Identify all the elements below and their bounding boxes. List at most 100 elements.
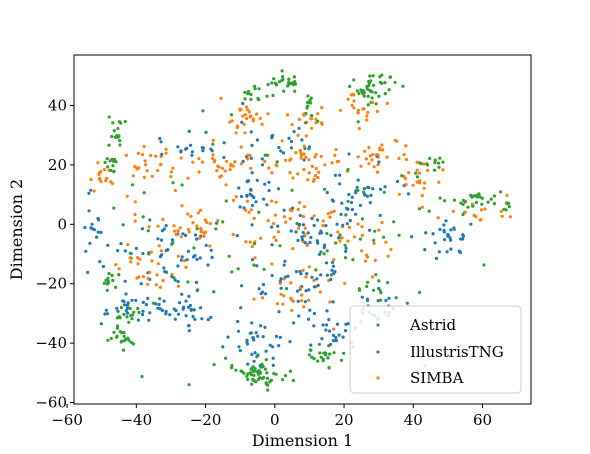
scatter-point-simba [347,225,351,229]
scatter-point-simba [252,297,256,301]
scatter-point-astrid [251,365,255,369]
scatter-point-simba [276,230,280,234]
scatter-point-astrid [119,340,123,344]
scatter-point-illustristng [250,194,254,198]
scatter-point-illustristng [164,309,168,314]
scatter-point-astrid [374,102,378,106]
scatter-point-simba [258,116,262,120]
scatter-point-simba [125,194,129,198]
scatter-point-simba [357,127,361,131]
scatter-point-illustristng [301,231,305,235]
scatter-point-simba [274,163,278,167]
scatter-point-illustristng [253,351,257,355]
scatter-point-simba [343,281,347,285]
scatter-point-illustristng [324,328,328,332]
scatter-point-illustristng [201,149,205,153]
scatter-point-simba [178,226,182,230]
scatter-point-simba [179,235,183,239]
scatter-point-simba [479,218,483,222]
scatter-point-simba [284,158,288,162]
scatter-point-illustristng [333,173,337,177]
scatter-point-illustristng [160,152,164,156]
scatter-point-illustristng [461,233,465,237]
scatter-point-astrid [386,281,390,285]
scatter-point-illustristng [182,305,186,309]
scatter-point-simba [144,163,148,167]
scatter-point-illustristng [287,136,291,140]
scatter-point-illustristng [104,308,108,312]
scatter-point-illustristng [116,249,120,253]
scatter-point-simba [385,101,389,105]
scatter-point-illustristng [395,179,400,184]
scatter-point-simba [244,240,248,244]
scatter-point-simba [169,175,173,179]
scatter-point-illustristng [279,286,283,290]
scatter-point-simba [422,186,426,190]
scatter-point-illustristng [322,245,326,250]
scatter-point-astrid [291,81,295,85]
scatter-point-simba [156,168,160,173]
scatter-point-illustristng [437,250,441,254]
scatter-point-astrid [405,301,409,305]
x-tick-label: 20 [334,411,353,429]
scatter-point-astrid [428,156,432,160]
scatter-point-simba [372,165,376,169]
scatter-point-simba [255,112,259,116]
scatter-point-simba [395,139,399,143]
scatter-point-illustristng [141,300,145,304]
scatter-point-illustristng [195,237,199,241]
scatter-point-illustristng [279,149,283,153]
scatter-point-astrid [263,367,267,371]
scatter-point-simba [304,155,308,159]
scatter-point-simba [159,249,163,253]
scatter-point-simba [302,305,306,309]
scatter-point-illustristng [238,349,242,353]
scatter-point-illustristng [442,228,446,232]
scatter-point-simba [136,151,140,155]
scatter-point-astrid [130,317,134,321]
scatter-point-simba [129,260,133,264]
scatter-point-astrid [383,92,387,96]
scatter-point-illustristng [159,140,163,144]
scatter-point-astrid [270,81,274,85]
scatter-point-simba [291,176,295,180]
scatter-point-simba [135,276,139,280]
scatter-point-astrid [362,94,366,98]
scatter-point-illustristng [312,311,316,316]
legend-label-simba: SIMBA [410,369,464,387]
scatter-point-astrid [122,312,126,316]
scatter-point-simba [97,172,101,176]
scatter-point-simba [248,115,252,119]
scatter-point-astrid [224,356,228,360]
scatter-point-illustristng [99,322,103,326]
scatter-point-simba [313,155,317,159]
x-tick-label: 40 [404,411,423,429]
scatter-point-astrid [414,171,418,175]
scatter-point-astrid [472,194,476,198]
scatter-point-simba [281,302,285,306]
scatter-point-astrid [382,190,386,194]
scatter-point-simba [239,145,243,149]
scatter-point-simba [321,224,325,228]
scatter-point-simba [451,209,455,213]
scatter-point-astrid [338,233,342,237]
scatter-point-astrid [290,188,294,192]
scatter-point-astrid [377,279,381,283]
scatter-point-illustristng [177,301,182,305]
scatter-point-illustristng [189,308,193,312]
scatter-point-simba [289,157,293,161]
scatter-point-astrid [264,358,268,362]
scatter-point-illustristng [297,126,301,130]
scatter-point-simba [307,158,311,162]
scatter-point-illustristng [324,224,328,228]
scatter-point-illustristng [241,159,245,163]
scatter-point-illustristng [278,335,282,339]
scatter-point-illustristng [147,318,151,322]
scatter-point-illustristng [252,359,256,363]
y-axis-label: Dimension 2 [7,179,26,280]
scatter-point-illustristng [448,236,452,240]
scatter-point-simba [171,166,175,170]
scatter-point-astrid [112,129,116,133]
scatter-point-astrid [250,382,254,386]
scatter-point-simba [298,148,302,153]
